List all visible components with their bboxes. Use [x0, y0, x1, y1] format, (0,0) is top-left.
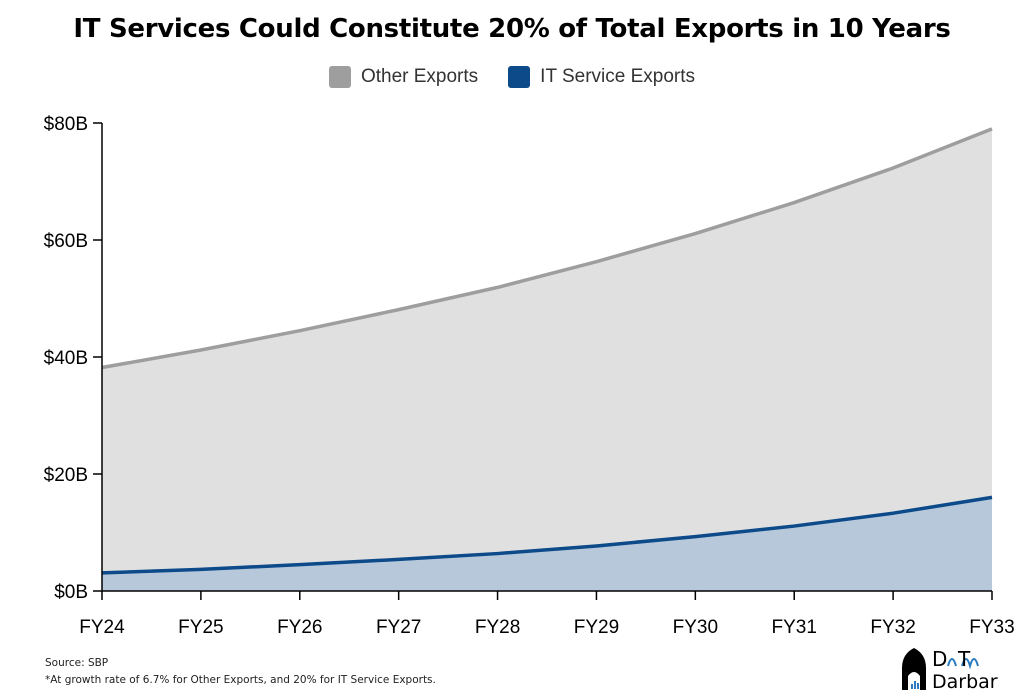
- legend: Other Exports IT Service Exports: [0, 66, 1024, 88]
- svg-text:D: D: [932, 647, 947, 671]
- y-tick-label: $0B: [54, 582, 88, 603]
- svg-text:Darbar: Darbar: [932, 671, 998, 692]
- legend-label-other: Other Exports: [360, 66, 479, 87]
- svg-text:T: T: [957, 647, 971, 671]
- x-tick-label: FY25: [178, 617, 223, 638]
- y-tick-label: $20B: [44, 465, 88, 486]
- x-tick-label: FY28: [475, 617, 520, 638]
- legend-item-it-exports: IT Service Exports: [508, 66, 695, 88]
- datadarbar-logo: D T Darbar: [902, 647, 998, 692]
- growth-note: *At growth rate of 6.7% for Other Export…: [45, 674, 436, 686]
- area-it-exports: [102, 497, 992, 591]
- y-tick-label: $60B: [44, 231, 88, 252]
- x-tick-label: FY33: [969, 617, 1014, 638]
- x-tick-label: FY26: [277, 617, 322, 638]
- footer: Source: SBP *At growth rate of 6.7% for …: [45, 655, 436, 689]
- line-it-exports: [101, 495, 993, 575]
- legend-label-it: IT Service Exports: [540, 66, 696, 87]
- x-tick-label: FY32: [870, 617, 915, 638]
- line-other-exports: [101, 127, 993, 370]
- legend-swatch-other: [328, 66, 351, 88]
- x-tick-label: FY30: [673, 617, 718, 638]
- chart-title: IT Services Could Constitute 20% of Tota…: [73, 14, 951, 44]
- area-other-exports: [102, 128, 992, 573]
- legend-swatch-it: [508, 66, 531, 88]
- x-tick-label: FY31: [772, 617, 817, 638]
- x-tick-label: FY24: [79, 617, 125, 638]
- y-tick-label: $80B: [44, 114, 88, 135]
- y-tick-label: $40B: [44, 348, 88, 369]
- legend-item-other-exports: Other Exports: [328, 66, 479, 88]
- source-note: Source: SBP: [45, 657, 109, 669]
- x-tick-label: FY27: [376, 617, 421, 638]
- x-tick-label: FY29: [574, 617, 619, 638]
